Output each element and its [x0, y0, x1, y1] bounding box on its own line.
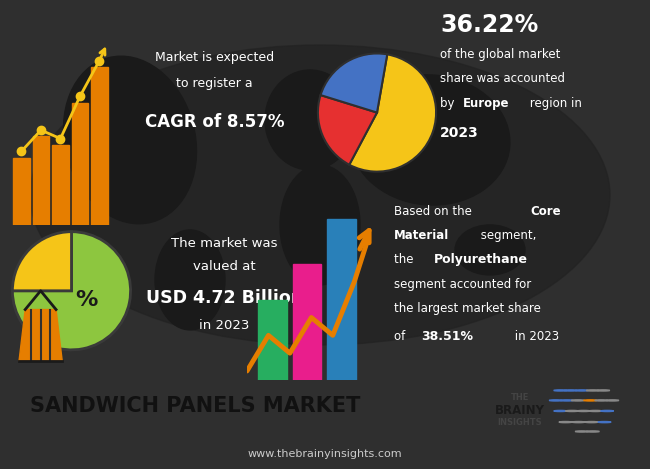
Circle shape [575, 390, 588, 391]
Text: in 2023: in 2023 [512, 330, 560, 343]
Circle shape [601, 410, 614, 412]
Circle shape [597, 390, 610, 391]
Bar [292, 264, 321, 380]
Ellipse shape [64, 56, 196, 224]
Circle shape [575, 431, 588, 432]
Ellipse shape [350, 75, 510, 205]
Circle shape [598, 422, 611, 423]
Text: of: of [394, 330, 409, 343]
Bar [32, 136, 49, 225]
Text: USD 4.72 Billion: USD 4.72 Billion [146, 289, 303, 307]
Bar [259, 300, 287, 380]
Bar [327, 219, 356, 380]
Ellipse shape [265, 70, 355, 170]
Text: segment accounted for: segment accounted for [394, 278, 532, 291]
Circle shape [577, 410, 590, 412]
Text: Material: Material [394, 229, 449, 242]
Text: valued at: valued at [193, 260, 255, 273]
Bar [13, 158, 30, 225]
Circle shape [586, 390, 599, 391]
Text: SANDWICH PANELS MARKET: SANDWICH PANELS MARKET [30, 396, 360, 416]
Circle shape [606, 400, 619, 401]
Circle shape [554, 410, 567, 412]
Text: BRAINY: BRAINY [495, 404, 545, 417]
Circle shape [571, 400, 584, 401]
Text: share was accounted: share was accounted [440, 73, 565, 85]
Text: to register a: to register a [176, 76, 253, 90]
Text: segment,: segment, [476, 229, 536, 242]
Text: the largest market share: the largest market share [394, 302, 541, 315]
Circle shape [554, 390, 567, 391]
Circle shape [559, 422, 572, 423]
Text: 2023: 2023 [440, 126, 479, 140]
Text: Market is expected: Market is expected [155, 51, 274, 64]
Circle shape [549, 400, 562, 401]
Text: the: the [394, 253, 417, 266]
Circle shape [595, 400, 608, 401]
Wedge shape [320, 53, 387, 113]
Circle shape [572, 422, 585, 423]
Text: Based on the: Based on the [394, 204, 476, 218]
Ellipse shape [155, 230, 225, 330]
Text: THE: THE [511, 393, 529, 402]
Circle shape [566, 410, 578, 412]
Text: in 2023: in 2023 [199, 319, 250, 333]
Text: Polyurethane: Polyurethane [434, 253, 528, 266]
Circle shape [585, 422, 598, 423]
Text: CAGR of 8.57%: CAGR of 8.57% [145, 113, 284, 131]
Circle shape [560, 400, 573, 401]
Text: www.thebrainyinsights.com: www.thebrainyinsights.com [248, 449, 402, 459]
Circle shape [589, 410, 602, 412]
Text: INSIGHTS: INSIGHTS [498, 417, 542, 427]
Ellipse shape [30, 45, 610, 345]
Text: Europe: Europe [463, 97, 510, 110]
Text: of the global market: of the global market [440, 48, 560, 61]
Ellipse shape [455, 225, 525, 275]
Circle shape [584, 400, 597, 401]
Circle shape [564, 390, 577, 391]
Wedge shape [12, 232, 72, 291]
Text: 36.22%: 36.22% [440, 13, 538, 38]
Text: %: % [75, 290, 98, 310]
Text: region in: region in [526, 97, 582, 110]
Wedge shape [349, 54, 436, 172]
Wedge shape [318, 95, 377, 165]
Circle shape [586, 431, 599, 432]
Text: Core: Core [530, 204, 561, 218]
Text: 38.51%: 38.51% [421, 330, 473, 343]
Bar [91, 67, 108, 225]
Ellipse shape [280, 165, 360, 285]
Text: by: by [440, 97, 458, 110]
Polygon shape [19, 310, 62, 361]
Wedge shape [12, 232, 131, 350]
Bar [72, 103, 88, 225]
Text: The market was: The market was [171, 237, 278, 250]
Bar [52, 145, 69, 225]
